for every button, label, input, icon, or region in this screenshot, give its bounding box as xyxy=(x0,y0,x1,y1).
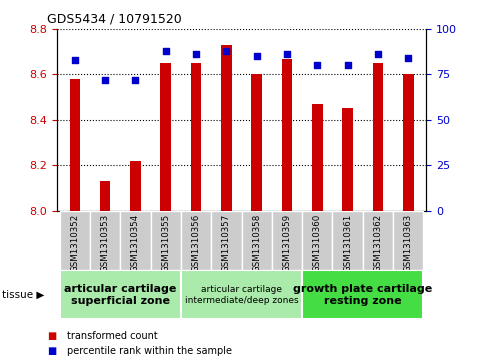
Text: tissue ▶: tissue ▶ xyxy=(2,290,45,300)
Point xyxy=(162,48,170,54)
Bar xyxy=(242,211,272,270)
Point xyxy=(404,55,412,61)
Text: articular cartilage
superficial zone: articular cartilage superficial zone xyxy=(64,284,176,306)
Bar xyxy=(221,45,232,211)
Point xyxy=(374,52,382,57)
Text: transformed count: transformed count xyxy=(67,331,157,341)
Point xyxy=(344,62,352,68)
Bar xyxy=(332,211,363,270)
Bar xyxy=(70,79,80,211)
Bar xyxy=(60,270,181,319)
Bar xyxy=(342,109,353,211)
Text: GSM1310359: GSM1310359 xyxy=(282,213,291,272)
Bar xyxy=(302,270,423,319)
Point xyxy=(192,52,200,57)
Text: GSM1310352: GSM1310352 xyxy=(70,213,79,272)
Bar xyxy=(181,211,211,270)
Bar xyxy=(120,211,151,270)
Point xyxy=(222,48,230,54)
Bar xyxy=(393,211,423,270)
Text: GDS5434 / 10791520: GDS5434 / 10791520 xyxy=(47,12,181,25)
Text: GSM1310355: GSM1310355 xyxy=(161,213,170,272)
Point xyxy=(71,57,79,63)
Bar xyxy=(130,160,141,211)
Bar xyxy=(100,181,110,211)
Bar xyxy=(403,74,414,211)
Bar xyxy=(90,211,120,270)
Bar xyxy=(282,58,292,211)
Bar xyxy=(373,63,383,211)
Bar xyxy=(191,63,202,211)
Text: articular cartilage
intermediate/deep zones: articular cartilage intermediate/deep zo… xyxy=(185,285,298,305)
Bar xyxy=(211,211,242,270)
Point xyxy=(253,53,261,59)
Text: GSM1310358: GSM1310358 xyxy=(252,213,261,272)
Text: growth plate cartilage
resting zone: growth plate cartilage resting zone xyxy=(293,284,432,306)
Point xyxy=(132,77,140,83)
Point xyxy=(101,77,109,83)
Text: GSM1310354: GSM1310354 xyxy=(131,213,140,272)
Bar xyxy=(302,211,332,270)
Bar xyxy=(181,270,302,319)
Bar xyxy=(60,211,90,270)
Bar xyxy=(363,211,393,270)
Bar xyxy=(161,63,171,211)
Text: GSM1310361: GSM1310361 xyxy=(343,213,352,272)
Text: GSM1310363: GSM1310363 xyxy=(404,213,413,272)
Text: ■: ■ xyxy=(47,331,56,341)
Bar xyxy=(272,211,302,270)
Bar xyxy=(251,74,262,211)
Text: percentile rank within the sample: percentile rank within the sample xyxy=(67,346,232,356)
Text: GSM1310362: GSM1310362 xyxy=(374,213,383,272)
Text: GSM1310357: GSM1310357 xyxy=(222,213,231,272)
Bar xyxy=(151,211,181,270)
Text: ■: ■ xyxy=(47,346,56,356)
Text: GSM1310356: GSM1310356 xyxy=(192,213,201,272)
Point xyxy=(283,52,291,57)
Bar xyxy=(312,104,322,211)
Text: GSM1310353: GSM1310353 xyxy=(101,213,109,272)
Point xyxy=(314,62,321,68)
Text: GSM1310360: GSM1310360 xyxy=(313,213,322,272)
